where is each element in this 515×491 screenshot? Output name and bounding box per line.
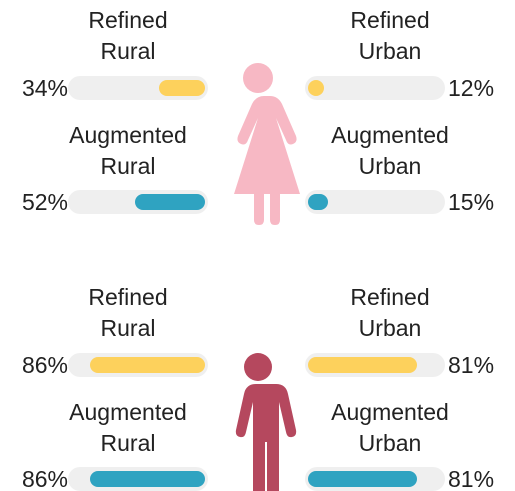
bar-track xyxy=(305,467,445,491)
bar-track xyxy=(305,76,445,100)
bar-track xyxy=(68,353,208,377)
category-label: Refined Rural xyxy=(88,284,168,341)
value-label: 15% xyxy=(448,189,495,215)
value-label: 81% xyxy=(448,466,495,491)
bar xyxy=(135,194,205,210)
value-label: 81% xyxy=(448,352,495,378)
category-label: Refined Urban xyxy=(350,7,430,64)
bar-track xyxy=(68,76,208,100)
bar xyxy=(159,80,205,96)
value-label: 34% xyxy=(21,75,68,101)
bar xyxy=(308,194,329,210)
value-label: 86% xyxy=(21,352,68,378)
bar xyxy=(89,357,205,373)
bar xyxy=(308,471,417,487)
bar-track xyxy=(68,190,208,214)
value-label: 12% xyxy=(448,75,495,101)
value-label: 86% xyxy=(21,466,68,491)
category-label: Augmented Urban xyxy=(331,399,449,456)
bar xyxy=(308,357,417,373)
bar-track xyxy=(305,353,445,377)
woman-icon xyxy=(234,63,300,225)
man-icon xyxy=(235,353,297,491)
bar xyxy=(308,80,325,96)
bar-track xyxy=(68,467,208,491)
bar xyxy=(89,471,205,487)
category-label: Augmented Urban xyxy=(331,122,449,179)
category-label: Augmented Rural xyxy=(69,122,187,179)
category-label: Refined Rural xyxy=(88,7,168,64)
category-label: Refined Urban xyxy=(350,284,430,341)
bar-track xyxy=(305,190,445,214)
category-label: Augmented Rural xyxy=(69,399,187,456)
value-label: 52% xyxy=(21,189,68,215)
